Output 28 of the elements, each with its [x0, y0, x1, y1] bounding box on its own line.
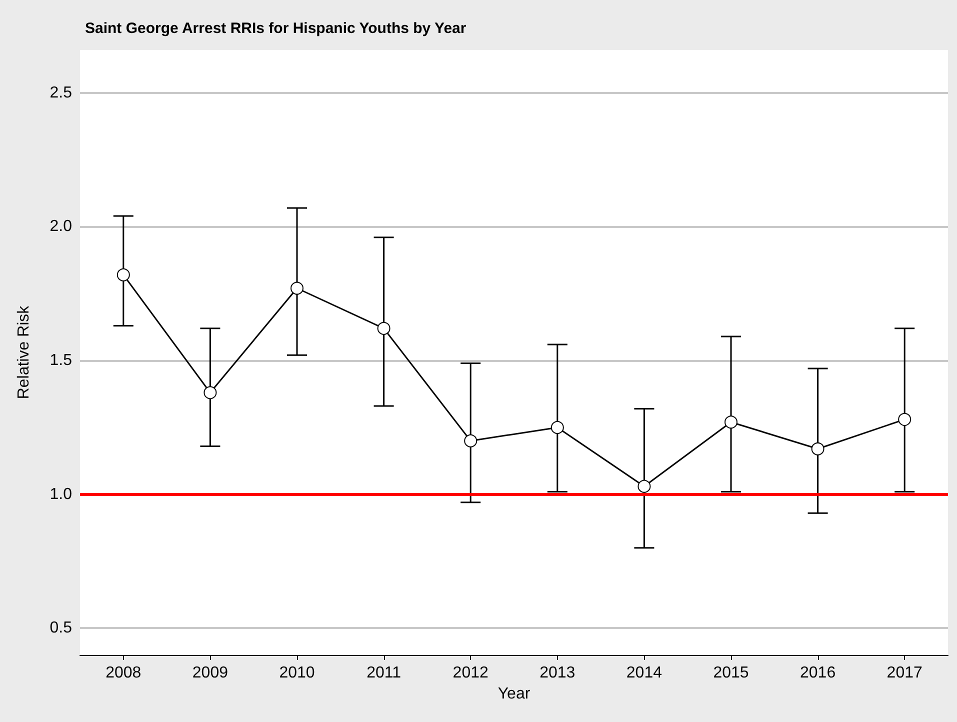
- point: [811, 442, 824, 456]
- y-tick-label: 2.5: [50, 84, 72, 102]
- point: [550, 420, 564, 434]
- x-tick-label: 2016: [800, 664, 836, 682]
- point: [724, 416, 738, 429]
- x-axis-title: Year: [498, 685, 531, 702]
- y-tick-label: 1.0: [50, 486, 72, 503]
- x-tick-label: 2012: [452, 664, 488, 682]
- y-tick-label: 0.5: [50, 620, 72, 637]
- x-tick-label: 2013: [540, 664, 576, 682]
- point: [638, 480, 651, 493]
- x-tick-label: 2015: [713, 664, 749, 682]
- x-tick-label: 2009: [192, 664, 228, 682]
- point: [464, 434, 478, 448]
- point: [116, 268, 130, 282]
- x-tick-label: 2014: [626, 664, 662, 682]
- y-axis-title: Relative Risk: [16, 304, 32, 400]
- y-tick-label: 2.0: [50, 218, 72, 236]
- point: [290, 282, 304, 295]
- y-tick-label: 1.5: [50, 352, 72, 370]
- x-tick-label: 2008: [106, 664, 142, 682]
- x-tick-label: 2011: [366, 664, 402, 682]
- x-tick-label: 2010: [279, 664, 315, 682]
- point: [377, 322, 390, 335]
- point: [204, 386, 217, 400]
- point: [898, 412, 912, 426]
- x-tick-label: 2017: [886, 664, 922, 682]
- chart-title: Saint George Arrest RRIs for Hispanic Youths by Year: [85, 20, 466, 37]
